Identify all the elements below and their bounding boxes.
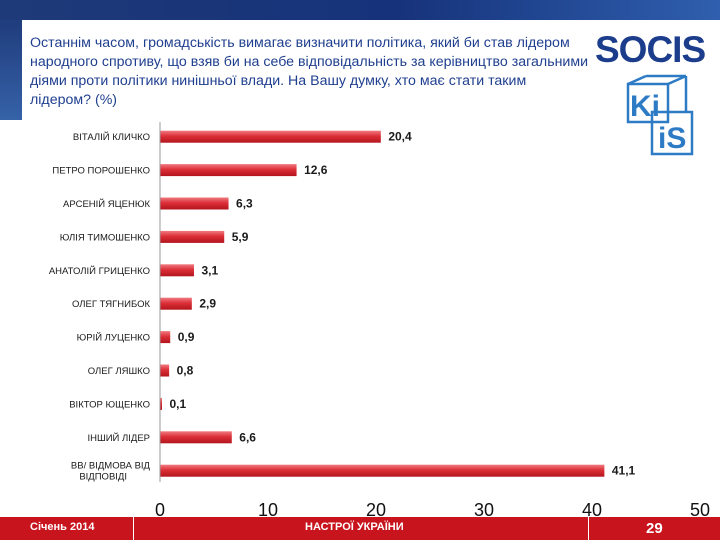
- x-tick-label-1: 10: [258, 500, 278, 520]
- socis-logo-text: SOCIS: [595, 29, 705, 70]
- value-label-9: 6,6: [239, 430, 256, 444]
- category-label-10: ВВ/ ВІДМОВА ВІД ВІДПОВІДІ: [71, 461, 151, 483]
- category-label-5: ОЛЕГ ТЯГНИБОК: [72, 299, 150, 310]
- bar-3: [160, 230, 225, 243]
- bar-1: [160, 164, 297, 177]
- category-label-0: ВІТАЛІЙ КЛИЧКО: [73, 131, 150, 143]
- footer-section-title: НАСТРОЇ УКРАЇНИ: [305, 521, 404, 533]
- x-tick-label-5: 50: [690, 500, 710, 520]
- header-bar: [0, 0, 720, 20]
- category-label-8: ВІКТОР ЮЩЕНКО: [69, 399, 150, 410]
- value-label-1: 12,6: [304, 163, 328, 177]
- footer-divider-right: [588, 517, 589, 540]
- bar-8: [160, 397, 162, 410]
- footer-date: Січень 2014: [30, 521, 95, 533]
- bar-4: [160, 264, 194, 277]
- footer-divider-left: [133, 517, 134, 540]
- category-label-7: ОЛЕГ ЛЯШКО: [88, 366, 150, 377]
- value-label-7: 0,8: [177, 364, 194, 378]
- question-text: Останнім часом, громадськість вимагає ви…: [30, 35, 589, 108]
- bar-6: [160, 331, 171, 344]
- value-label-4: 3,1: [201, 263, 218, 277]
- category-label-4: АНАТОЛІЙ ГРИЦЕНКО: [49, 265, 150, 277]
- page-number: 29: [646, 520, 663, 537]
- x-tick-label-2: 20: [366, 500, 386, 520]
- kiis-logo-text-2: iS: [658, 122, 686, 155]
- value-label-5: 2,9: [199, 297, 216, 311]
- value-label-0: 20,4: [388, 130, 412, 144]
- socis-logo: SOCIS: [595, 29, 706, 70]
- category-label-9: ІНШИЙ ЛІДЕР: [88, 432, 150, 444]
- category-label-1: ПЕТРО ПОРОШЕНКО: [52, 166, 150, 177]
- category-label-3: ЮЛІЯ ТИМОШЕНКО: [60, 232, 150, 243]
- kiis-logo-text-1: Ki: [630, 90, 660, 123]
- bar-2: [160, 197, 229, 210]
- value-label-3: 5,9: [232, 230, 249, 244]
- x-tick-label-3: 30: [474, 500, 494, 520]
- footer-bar: [0, 517, 720, 540]
- bar-9: [160, 431, 232, 444]
- value-label-2: 6,3: [236, 197, 253, 211]
- bar-5: [160, 297, 192, 310]
- category-label-6: ЮРІЙ ЛУЦЕНКО: [77, 332, 150, 344]
- category-label-2: АРСЕНІЙ ЯЦЕНЮК: [63, 198, 150, 210]
- value-label-6: 0,9: [178, 330, 195, 344]
- x-tick-label-0: 0: [155, 500, 165, 520]
- bar-10: [160, 464, 605, 477]
- value-label-8: 0,1: [170, 397, 187, 411]
- x-tick-label-4: 40: [582, 500, 602, 520]
- bar-0: [160, 130, 381, 143]
- bar-7: [160, 364, 170, 377]
- value-label-10: 41,1: [612, 464, 636, 478]
- side-accent-bar: [0, 20, 22, 120]
- kiis-logo: Ki iS: [626, 74, 694, 156]
